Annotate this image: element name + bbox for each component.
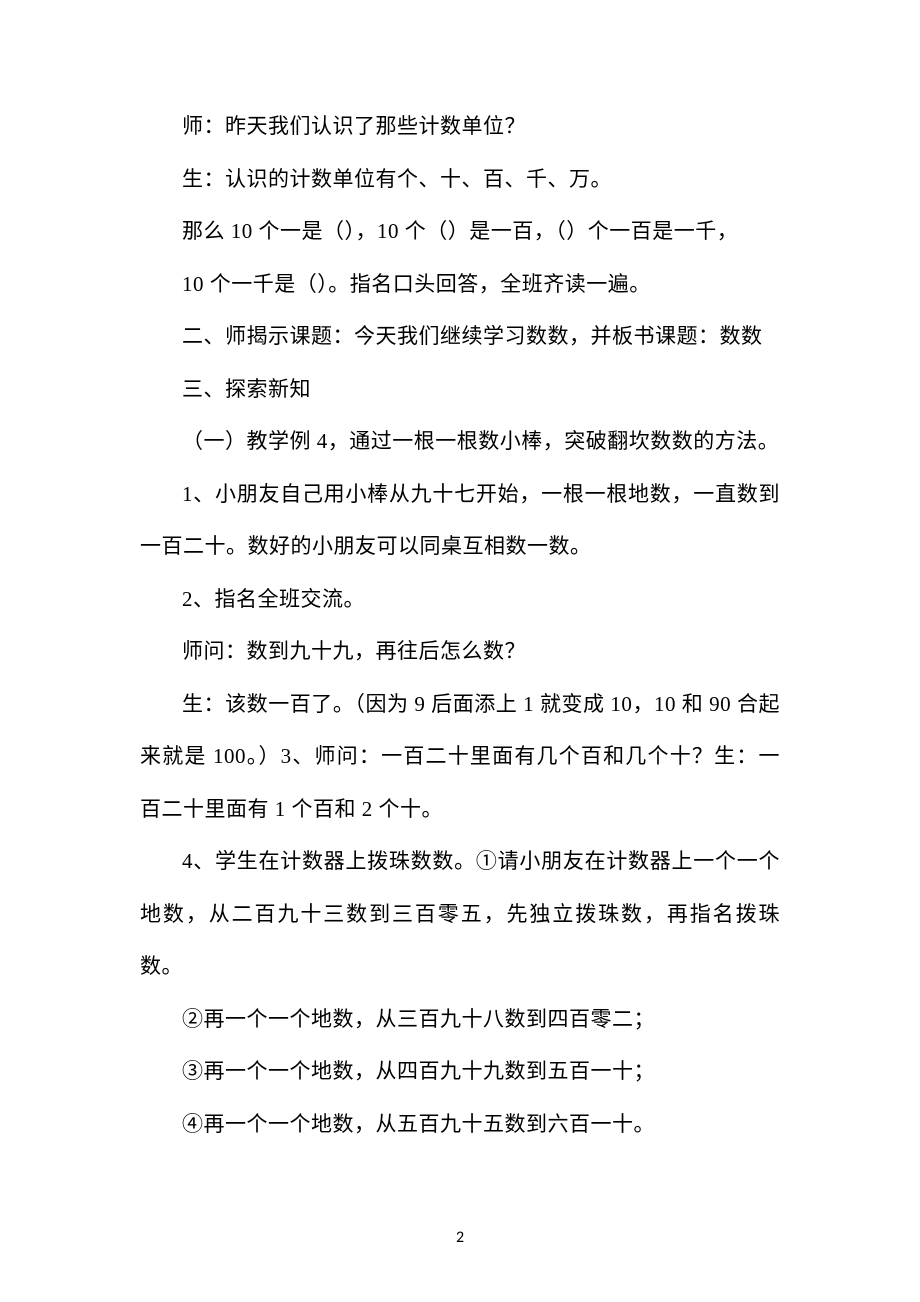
paragraph: （一）教学例 4，通过一根一根数小棒，突破翻坎数数的方法。 bbox=[140, 415, 780, 468]
paragraph: ③再一个一个地数，从四百九十九数到五百一十； bbox=[140, 1045, 780, 1098]
paragraph: 4、学生在计数器上拨珠数数。①请小朋友在计数器上一个一个地数，从二百九十三数到三… bbox=[140, 835, 780, 993]
paragraph: 师：昨天我们认识了那些计数单位？ bbox=[140, 100, 780, 153]
page-number: 2 bbox=[0, 1228, 920, 1247]
document-page: 师：昨天我们认识了那些计数单位？ 生：认识的计数单位有个、十、百、千、万。 那么… bbox=[0, 0, 920, 1302]
paragraph: 10 个一千是（）。指名口头回答，全班齐读一遍。 bbox=[140, 258, 780, 311]
paragraph: ④再一个一个地数，从五百九十五数到六百一十。 bbox=[140, 1098, 780, 1151]
paragraph: 生：认识的计数单位有个、十、百、千、万。 bbox=[140, 153, 780, 206]
paragraph: 那么 10 个一是（），10 个（）是一百，（）个一百是一千， bbox=[140, 205, 780, 258]
paragraph: 二、师揭示课题：今天我们继续学习数数，并板书课题：数数 bbox=[140, 310, 780, 363]
paragraph: ②再一个一个地数，从三百九十八数到四百零二； bbox=[140, 993, 780, 1046]
paragraph: 师问：数到九十九，再往后怎么数？ bbox=[140, 625, 780, 678]
paragraph: 1、小朋友自己用小棒从九十七开始，一根一根地数，一直数到一百二十。数好的小朋友可… bbox=[140, 468, 780, 573]
paragraph: 三、探索新知 bbox=[140, 363, 780, 416]
paragraph: 2、指名全班交流。 bbox=[140, 573, 780, 626]
paragraph: 生：该数一百了。（因为 9 后面添上 1 就变成 10，10 和 90 合起来就… bbox=[140, 678, 780, 836]
